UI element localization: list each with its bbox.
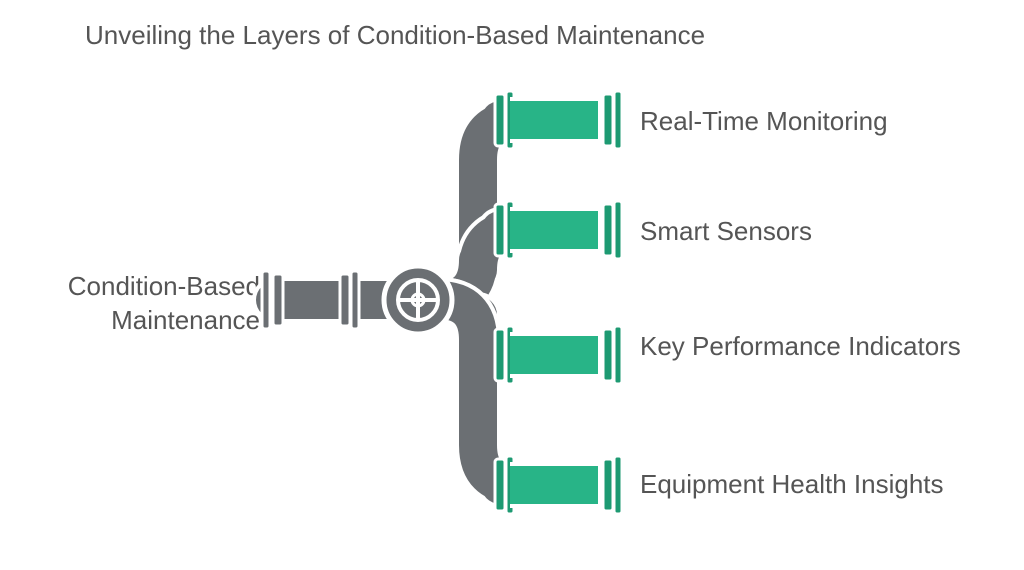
pipe-diagram	[0, 0, 1024, 570]
